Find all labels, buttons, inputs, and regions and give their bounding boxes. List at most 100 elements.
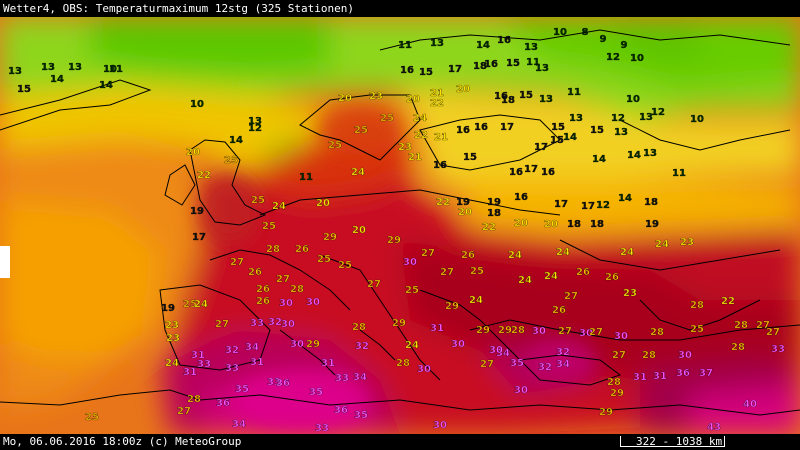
station-value: 31 bbox=[653, 371, 667, 382]
station-value: 20 bbox=[458, 207, 472, 218]
station-value: 32 bbox=[355, 341, 369, 352]
station-value: 14 bbox=[563, 132, 577, 143]
station-value: 34 bbox=[245, 342, 259, 353]
station-value: 30 bbox=[306, 297, 320, 308]
station-value: 8 bbox=[582, 27, 589, 38]
station-value: 25 bbox=[262, 221, 276, 232]
station-value: 37 bbox=[699, 368, 713, 379]
station-value: 35 bbox=[235, 384, 249, 395]
station-value: 13 bbox=[430, 38, 444, 49]
station-value: 11 bbox=[567, 87, 581, 98]
station-value: 16 bbox=[494, 91, 508, 102]
coastline-outlines bbox=[0, 29, 800, 416]
station-value: 29 bbox=[610, 388, 624, 399]
station-value: 27 bbox=[276, 274, 290, 285]
station-value: 30 bbox=[614, 331, 628, 342]
station-value: 36 bbox=[334, 405, 348, 416]
station-value: 25 bbox=[470, 266, 484, 277]
station-value: 22 bbox=[721, 296, 735, 307]
station-value: 26 bbox=[256, 296, 270, 307]
station-value: 43 bbox=[707, 422, 721, 433]
station-value: 24 bbox=[469, 295, 483, 306]
station-value: 11 bbox=[299, 172, 313, 183]
station-value: 24 bbox=[194, 299, 208, 310]
station-value: 16 bbox=[400, 65, 414, 76]
station-value: 11 bbox=[109, 64, 123, 75]
station-value: 29 bbox=[306, 339, 320, 350]
station-value: 16 bbox=[541, 167, 555, 178]
station-value: 31 bbox=[183, 367, 197, 378]
station-value: 13 bbox=[248, 116, 262, 127]
station-value: 10 bbox=[626, 94, 640, 105]
station-value: 29 bbox=[323, 232, 337, 243]
station-value: 33 bbox=[225, 363, 239, 374]
station-value: 27 bbox=[230, 257, 244, 268]
station-value: 28 bbox=[352, 322, 366, 333]
station-value: 20 bbox=[514, 218, 528, 229]
station-value: 9 bbox=[621, 40, 628, 51]
station-value: 34 bbox=[556, 359, 570, 370]
station-value: 13 bbox=[68, 62, 82, 73]
station-value: 28 bbox=[290, 284, 304, 295]
station-value: 33 bbox=[197, 359, 211, 370]
station-value: 34 bbox=[496, 348, 510, 359]
station-value: 28 bbox=[396, 358, 410, 369]
station-value: 25 bbox=[183, 299, 197, 310]
station-value: 30 bbox=[433, 420, 447, 431]
side-marker bbox=[0, 246, 10, 278]
station-value: 25 bbox=[328, 140, 342, 151]
station-value: 12 bbox=[606, 52, 620, 63]
station-value: 14 bbox=[618, 193, 632, 204]
station-value: 28 bbox=[642, 350, 656, 361]
station-value: 30 bbox=[678, 350, 692, 361]
station-value: 24 bbox=[556, 247, 570, 258]
station-value: 34 bbox=[353, 372, 367, 383]
station-value: 26 bbox=[256, 284, 270, 295]
station-value: 21 bbox=[434, 132, 448, 143]
station-value: 18 bbox=[644, 197, 658, 208]
station-value: 36 bbox=[276, 378, 290, 389]
station-value: 26 bbox=[552, 305, 566, 316]
station-value: 16 bbox=[456, 125, 470, 136]
station-value: 17 bbox=[192, 232, 206, 243]
station-value: 12 bbox=[651, 107, 665, 118]
temperature-field bbox=[0, 17, 800, 434]
station-value: 20 bbox=[338, 93, 352, 104]
station-value: 23 bbox=[680, 237, 694, 248]
station-value: 17 bbox=[500, 122, 514, 133]
station-value: 11 bbox=[672, 168, 686, 179]
station-value: 40 bbox=[743, 399, 757, 410]
station-value: 26 bbox=[461, 250, 475, 261]
station-value: 10 bbox=[553, 27, 567, 38]
station-value: 16 bbox=[484, 59, 498, 70]
station-value: 32 bbox=[556, 347, 570, 358]
station-value: 22 bbox=[197, 170, 211, 181]
station-value: 14 bbox=[476, 40, 490, 51]
station-value: 20 bbox=[316, 198, 330, 209]
station-value: 23 bbox=[165, 320, 179, 331]
station-value: 23 bbox=[369, 91, 383, 102]
station-value: 21 bbox=[408, 152, 422, 163]
scale-bar bbox=[620, 436, 725, 447]
station-value: 30 bbox=[451, 339, 465, 350]
station-value: 14 bbox=[229, 135, 243, 146]
station-value: 12 bbox=[596, 200, 610, 211]
station-value: 23 bbox=[623, 288, 637, 299]
station-value: 24 bbox=[413, 113, 427, 124]
station-value: 10 bbox=[630, 53, 644, 64]
station-value: 14 bbox=[99, 80, 113, 91]
station-value: 25 bbox=[405, 285, 419, 296]
station-value: 14 bbox=[592, 154, 606, 165]
station-value: 22 bbox=[414, 130, 428, 141]
station-value: 21 bbox=[430, 88, 444, 99]
map-title: Wetter4, OBS: Temperaturmaximum 12stg (3… bbox=[0, 0, 800, 17]
temperature-map[interactable]: 10 8 11 13 14 16 13 9 9 12 11 15 17 16 15 18 16 13 10 13 13 1… bbox=[0, 17, 800, 434]
station-value: 17 bbox=[554, 199, 568, 210]
station-value: 15 bbox=[551, 122, 565, 133]
station-value: 27 bbox=[589, 327, 603, 338]
station-value: 27 bbox=[215, 319, 229, 330]
station-value: 15 bbox=[519, 90, 533, 101]
station-value: 33 bbox=[315, 423, 329, 434]
station-value: 17 bbox=[448, 64, 462, 75]
station-value: 25 bbox=[690, 324, 704, 335]
